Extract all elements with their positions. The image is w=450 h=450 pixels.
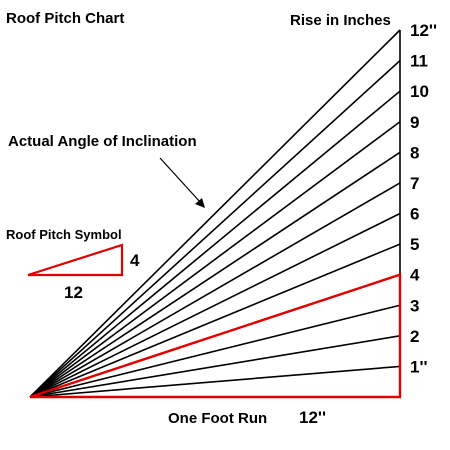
rise-label-10: 10 [410, 82, 429, 101]
pitch-line-11 [29, 59, 401, 398]
rise-label-11: 11 [410, 52, 428, 71]
rise-labels: 1'' 2 3 4 5 6 7 8 9 10 11 12'' [410, 21, 437, 376]
pitch-lines [29, 29, 401, 398]
chart-title: Roof Pitch Chart [6, 10, 124, 27]
rise-label-12: 12'' [410, 21, 437, 40]
rise-label-8: 8 [410, 143, 419, 162]
pitch-line-5 [29, 243, 401, 398]
angle-caption: Actual Angle of Inclination [8, 133, 197, 150]
rise-label-4: 4 [410, 266, 420, 285]
symbol-triangle [27, 243, 124, 277]
rise-label-9: 9 [410, 113, 419, 132]
rise-header: Rise in Inches [290, 12, 391, 29]
rise-label-7: 7 [410, 174, 419, 193]
rise-label-5: 5 [410, 235, 419, 254]
pitch-line-1 [29, 365, 401, 398]
rise-label-1: 1'' [410, 357, 428, 376]
pitch-line-9 [29, 121, 401, 398]
pitch-line-3 [29, 304, 401, 398]
pitch-line-2 [29, 335, 401, 398]
run-caption: One Foot Run [168, 410, 267, 427]
angle-arrow-head [195, 198, 205, 208]
pitch-line-12 [29, 29, 401, 398]
pitch-line-7 [29, 182, 401, 398]
symbol-rise-label: 4 [130, 251, 140, 270]
angle-arrow-shaft [159, 157, 202, 204]
run-value: 12'' [299, 408, 326, 427]
rise-label-3: 3 [410, 296, 419, 315]
rise-label-6: 6 [410, 205, 419, 224]
rise-label-2: 2 [410, 327, 419, 346]
pitch-line-8 [29, 151, 401, 398]
highlight-pitch-triangle [29, 273, 402, 399]
symbol-caption: Roof Pitch Symbol [6, 227, 122, 242]
highlight-triangle [29, 273, 402, 399]
pitch-line-10 [29, 90, 401, 398]
pitch-line-6 [29, 212, 401, 398]
symbol-run-label: 12 [64, 283, 83, 302]
